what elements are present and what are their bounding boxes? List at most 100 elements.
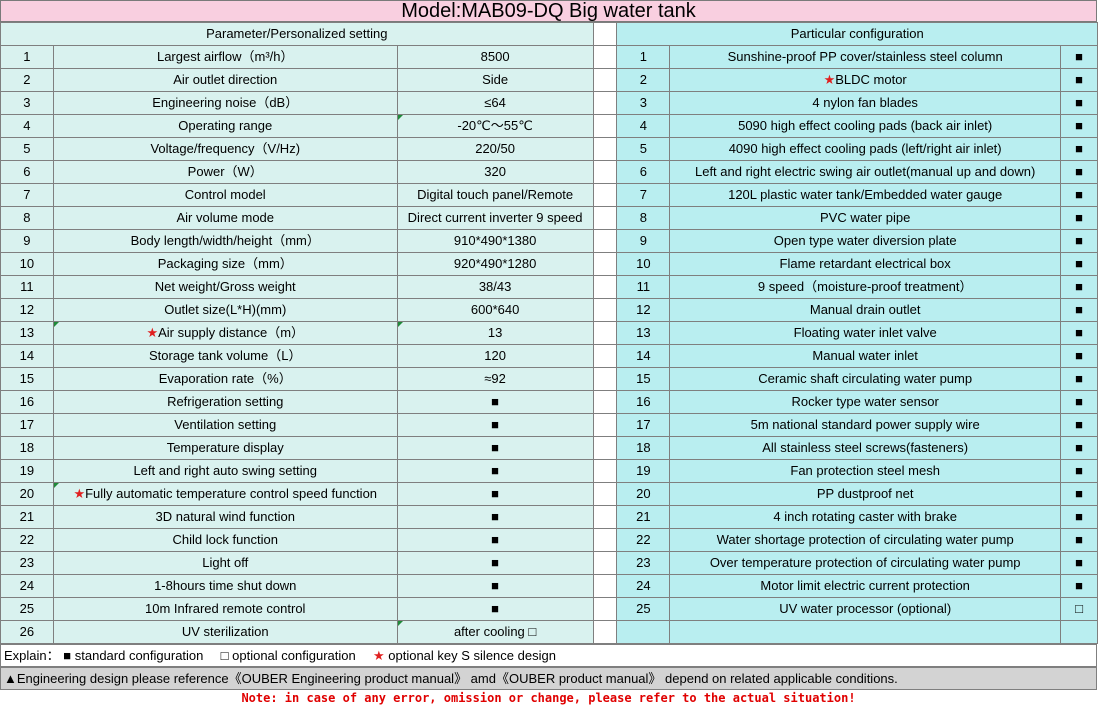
- legend-prefix: Explain：: [4, 648, 60, 663]
- column-gap: [592, 390, 618, 414]
- param-name: UV sterilization: [52, 620, 398, 644]
- param-value: Side: [396, 68, 594, 92]
- config-item: Sunshine-proof PP cover/stainless steel …: [669, 45, 1062, 69]
- param-label: Operating range: [178, 118, 273, 133]
- optional-mark-icon: □: [220, 648, 229, 663]
- config-number: 3: [616, 91, 671, 115]
- param-value: ≈92: [396, 367, 594, 391]
- param-number: 11: [0, 275, 54, 299]
- table-row: 26 UV sterilization after cooling □: [0, 620, 1098, 644]
- footer-note: Note: in case of any error, omission or …: [241, 691, 856, 705]
- param-name: Control model: [52, 183, 398, 207]
- column-gap: [592, 321, 618, 345]
- table-row: 2 Air outlet direction Side 2 ★BLDC motor ■: [0, 68, 1098, 92]
- column-gap: [592, 114, 618, 138]
- param-name: 3D natural wind function: [52, 505, 398, 529]
- column-gap: [592, 68, 618, 92]
- param-name: 10m Infrared remote control: [52, 597, 398, 621]
- config-number: 5: [616, 137, 671, 161]
- config-label: 120L plastic water tank/Embedded water g…: [728, 187, 1003, 202]
- config-item: ★BLDC motor: [669, 68, 1062, 92]
- table-row: 20 ★Fully automatic temperature control s…: [0, 482, 1098, 506]
- config-number: 21: [616, 505, 671, 529]
- column-gap: [592, 160, 618, 184]
- config-mark: ■: [1060, 206, 1098, 230]
- config-mark: ■: [1060, 252, 1098, 276]
- header-row: Parameter/Personalized setting Particula…: [0, 22, 1098, 46]
- config-number: 13: [616, 321, 671, 345]
- table-row: 19 Left and right auto swing setting ■ 19 Fa…: [0, 459, 1098, 483]
- config-mark: ■: [1060, 321, 1098, 345]
- param-value: Digital touch panel/Remote: [396, 183, 594, 207]
- legend-key-text: optional key S silence design: [388, 648, 556, 663]
- param-label: Air volume mode: [176, 210, 275, 225]
- config-item: Ceramic shaft circulating water pump: [669, 367, 1062, 391]
- config-item: Manual water inlet: [669, 344, 1062, 368]
- column-gap: [592, 482, 618, 506]
- config-number: 24: [616, 574, 671, 598]
- param-number: 24: [0, 574, 54, 598]
- table-row: 12 Outlet size(L*H)(mm) 600*640 12 Manual dr…: [0, 298, 1098, 322]
- config-mark: ■: [1060, 367, 1098, 391]
- table-row: 21 3D natural wind function ■ 21 4 inch rota…: [0, 505, 1098, 529]
- param-name: Power（W）: [52, 160, 398, 184]
- param-value: 38/43: [396, 275, 594, 299]
- config-item: 9 speed（moisture-proof treatment）: [669, 275, 1062, 299]
- column-gap: [592, 137, 618, 161]
- column-gap: [592, 275, 618, 299]
- param-value: 8500: [396, 45, 594, 69]
- config-mark: ■: [1060, 45, 1098, 69]
- config-mark: ■: [1060, 413, 1098, 437]
- config-label: 4 nylon fan blades: [812, 95, 918, 110]
- sheet-title: Model:MAB09-DQ Big water tank: [0, 0, 1097, 22]
- config-mark: ■: [1060, 229, 1098, 253]
- config-item: UV water processor (optional): [669, 597, 1062, 621]
- param-value: ■: [396, 482, 594, 506]
- param-value: Direct current inverter 9 speed: [396, 206, 594, 230]
- param-label: Child lock function: [172, 532, 278, 547]
- param-value: ■: [396, 390, 594, 414]
- param-value: 13: [396, 321, 594, 345]
- config-item: Motor limit electric current protection: [669, 574, 1062, 598]
- param-label: 1-8hours time shut down: [154, 578, 297, 593]
- param-name: Engineering noise（dB）: [52, 91, 398, 115]
- param-value: ■: [396, 551, 594, 575]
- table-row: 25 10m Infrared remote control ■ 25 UV water…: [0, 597, 1098, 621]
- param-number: 19: [0, 459, 54, 483]
- table-row: 22 Child lock function ■ 22 Water shortage p…: [0, 528, 1098, 552]
- param-label: Power（W）: [187, 164, 263, 179]
- config-label: Manual drain outlet: [809, 302, 921, 317]
- config-label: Flame retardant electrical box: [779, 256, 951, 271]
- config-number: 17: [616, 413, 671, 437]
- param-number: 7: [0, 183, 54, 207]
- table-row: 6 Power（W） 320 6 Left and right electric swi…: [0, 160, 1098, 184]
- legend-standard-text: standard configuration: [74, 648, 204, 663]
- param-label: Light off: [202, 555, 249, 570]
- table-row: 4 Operating range -20℃～55℃ 4 5090 high effec…: [0, 114, 1098, 138]
- param-number: 15: [0, 367, 54, 391]
- param-number: 12: [0, 298, 54, 322]
- table-row: 10 Packaging size（mm） 920*490*1280 10 Flame …: [0, 252, 1098, 276]
- param-value: ■: [396, 436, 594, 460]
- param-value: -20℃～55℃: [396, 114, 594, 138]
- config-item: 5090 high effect cooling pads (back air …: [669, 114, 1062, 138]
- table-row: 18 Temperature display ■ 18 All stainless st…: [0, 436, 1098, 460]
- config-number: 14: [616, 344, 671, 368]
- param-value: ■: [396, 413, 594, 437]
- config-mark: ■: [1060, 459, 1098, 483]
- config-mark: ■: [1060, 275, 1098, 299]
- config-number: 23: [616, 551, 671, 575]
- engineering-note: ▲Engineering design please reference《OUB…: [0, 667, 1097, 690]
- param-value: 910*490*1380: [396, 229, 594, 253]
- column-gap: [592, 574, 618, 598]
- param-value: ■: [396, 505, 594, 529]
- param-number: 21: [0, 505, 54, 529]
- config-label: Floating water inlet valve: [793, 325, 937, 340]
- legend-optional-text: optional configuration: [232, 648, 356, 663]
- config-number: 19: [616, 459, 671, 483]
- param-label: Body length/width/height（mm）: [130, 233, 320, 248]
- param-label: Control model: [184, 187, 266, 202]
- config-mark: ■: [1060, 137, 1098, 161]
- config-label: Over temperature protection of circulati…: [709, 555, 1021, 570]
- config-label: BLDC motor: [835, 72, 907, 87]
